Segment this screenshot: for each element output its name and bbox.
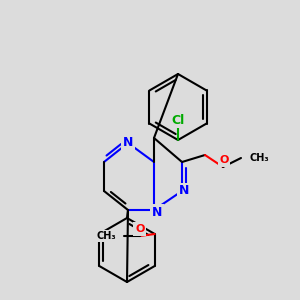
Text: O: O xyxy=(135,224,144,234)
Text: CH₃: CH₃ xyxy=(249,153,268,163)
Text: O: O xyxy=(219,155,229,165)
Text: N: N xyxy=(152,206,162,218)
Text: CH₃: CH₃ xyxy=(96,231,116,241)
Text: N: N xyxy=(123,136,133,149)
Text: Cl: Cl xyxy=(171,113,184,127)
Text: N: N xyxy=(179,184,189,197)
